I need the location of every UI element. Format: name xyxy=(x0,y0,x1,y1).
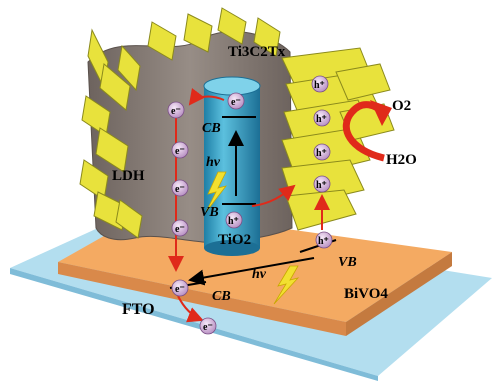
label-vb-tio2: VB xyxy=(200,205,219,220)
bivo4-layer-right xyxy=(346,252,452,336)
lightning-icon-bivo4 xyxy=(273,265,300,305)
tio2-cylinder-top xyxy=(203,76,261,96)
label-bivo4: BiVO4 xyxy=(344,286,388,302)
hole-transfer-arrow-1 xyxy=(251,184,296,207)
label-ti3c2tx: Ti3C2Tx xyxy=(228,44,286,60)
oxidation-arrow-head xyxy=(370,100,392,126)
svg-text:e⁻: e⁻ xyxy=(175,146,185,157)
electron-particles xyxy=(167,92,245,335)
svg-text:e⁻: e⁻ xyxy=(175,224,185,235)
bivo4-layer-side xyxy=(58,262,346,336)
label-hv-tio2: hν xyxy=(206,155,221,170)
bivo4-layer-top xyxy=(58,210,452,322)
svg-text:h⁺: h⁺ xyxy=(318,236,329,247)
lightning-icon-tio2 xyxy=(205,171,228,213)
electron-transfer-arrow-1 xyxy=(188,88,225,106)
fto-layer-side xyxy=(10,268,378,381)
label-tio2: TiO2 xyxy=(218,232,251,248)
svg-text:e⁻: e⁻ xyxy=(171,106,181,117)
electron-symbols: e⁻ e⁻ e⁻ e⁻ e⁻ e⁻ e⁻ xyxy=(171,97,241,333)
label-hv-bivo4: hν xyxy=(252,267,267,282)
ldh-platelets-left xyxy=(79,28,143,239)
label-vb-bivo4: VB xyxy=(338,255,357,270)
hole-particles xyxy=(225,75,333,249)
label-fto: FTO xyxy=(122,301,155,318)
bivo4-excitation-arrow xyxy=(188,257,315,286)
svg-text:e⁻: e⁻ xyxy=(203,322,213,333)
label-cb-tio2: CB xyxy=(202,121,221,136)
svg-text:e⁻: e⁻ xyxy=(175,284,185,295)
tio2-cylinder-bottom xyxy=(204,240,260,256)
svg-text:e⁻: e⁻ xyxy=(175,184,185,195)
label-ldh: LDH xyxy=(112,168,145,184)
svg-text:h⁺: h⁺ xyxy=(314,80,325,91)
hole-symbols: h⁺ h⁺ h⁺ h⁺ h⁺ h⁺ xyxy=(228,80,329,247)
label-o2: O2 xyxy=(392,98,411,114)
svg-text:h⁺: h⁺ xyxy=(228,216,239,227)
svg-text:h⁺: h⁺ xyxy=(316,148,327,159)
label-cb-bivo4: CB xyxy=(212,289,231,304)
label-h2o: H2O xyxy=(386,152,417,168)
ldh-platelets-right xyxy=(281,47,395,231)
svg-text:h⁺: h⁺ xyxy=(316,180,327,191)
svg-text:e⁻: e⁻ xyxy=(231,97,241,108)
electron-transfer-arrow-3 xyxy=(177,295,204,323)
svg-text:h⁺: h⁺ xyxy=(316,114,327,125)
ldh-platelets-top xyxy=(147,7,281,61)
